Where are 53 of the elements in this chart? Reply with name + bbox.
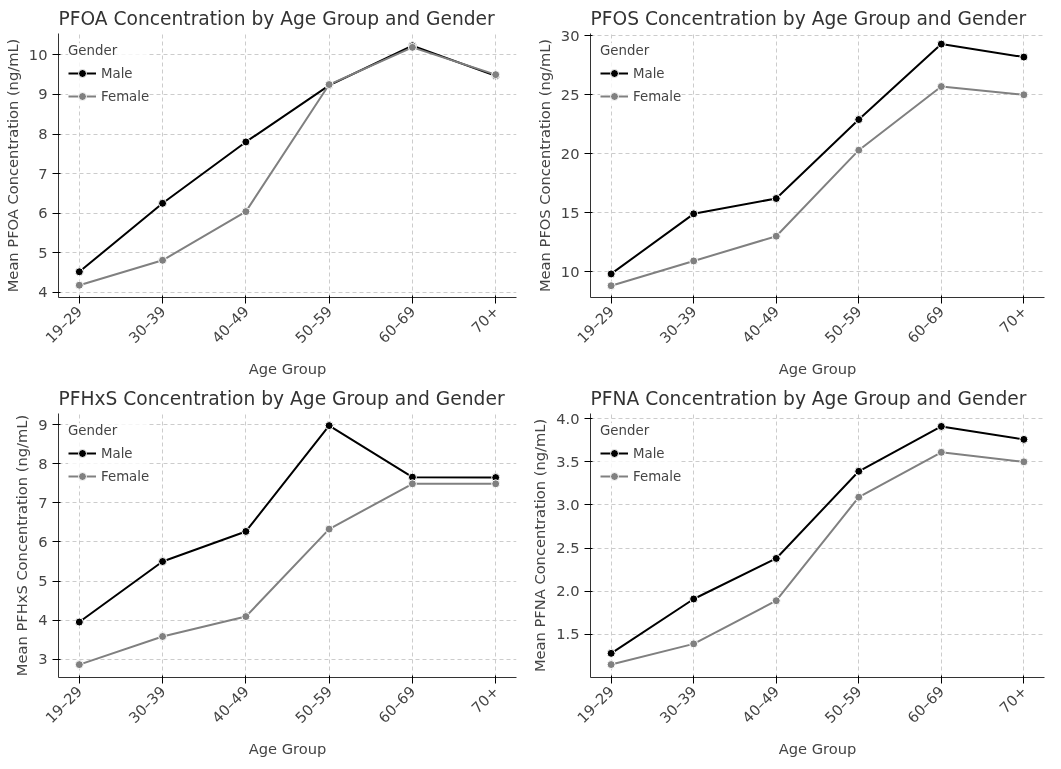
y-tick-label: 6 (38, 532, 48, 550)
y-axis-title: Mean PFHxS Concentration (ng/mL) (13, 414, 31, 677)
legend-label: Female (633, 468, 682, 484)
y-tick-label: 9 (38, 85, 48, 103)
x-axis-title: Age Group (778, 740, 857, 758)
legend-title: Gender (68, 43, 119, 58)
legend-label: Female (101, 88, 150, 104)
y-axis-title: Mean PFOS Concentration (ng/mL) (535, 38, 553, 293)
y-tick-label: 1.5 (556, 625, 580, 643)
chart-title: PFHxS Concentration by Age Group and Gender (58, 387, 505, 409)
y-tick-label: 8 (38, 125, 48, 143)
x-tick-label: 70+ (467, 302, 502, 337)
y-tick-label: 3.0 (556, 495, 580, 513)
legend-label: Female (101, 468, 150, 484)
y-tick-label: 10 (28, 45, 48, 63)
x-tick-label: 70+ (467, 682, 502, 717)
legend-title: Gender (600, 423, 651, 438)
legend-label: Male (633, 65, 665, 81)
y-tick-label: 5 (38, 243, 48, 261)
y-tick-label: 25 (560, 85, 580, 103)
y-tick-label: 7 (38, 493, 48, 511)
y-tick-label: 3 (38, 650, 48, 668)
x-axis-title: Age Group (248, 740, 327, 758)
y-tick-label: 2.0 (556, 582, 580, 600)
x-axis-title: Age Group (248, 360, 327, 378)
y-tick-label: 3.5 (556, 452, 580, 470)
y-tick-label: 5 (38, 572, 48, 590)
y-tick-label: 10 (560, 262, 580, 280)
y-tick-label: 4 (38, 283, 48, 301)
legend-label: Male (101, 65, 133, 81)
x-tick-label: 70+ (995, 302, 1030, 337)
legend-title: Gender (68, 423, 119, 438)
y-tick-label: 4.0 (556, 409, 580, 427)
y-tick-label: 6 (38, 204, 48, 222)
legend-title: Gender (600, 43, 651, 58)
y-axis-title: Mean PFOA Concentration (ng/mL) (3, 38, 21, 293)
chart-title: PFOA Concentration by Age Group and Gender (58, 7, 496, 29)
legend-label: Male (101, 445, 133, 461)
y-tick-label: 4 (38, 611, 48, 629)
y-tick-label: 9 (38, 415, 48, 433)
y-axis-title: Mean PFNA Concentration (ng/mL) (531, 418, 549, 673)
legend-label: Male (633, 445, 665, 461)
legend-label: Female (633, 88, 682, 104)
y-tick-label: 8 (38, 454, 48, 472)
y-tick-label: 7 (38, 164, 48, 182)
y-tick-label: 2.5 (556, 539, 580, 557)
y-tick-label: 15 (560, 203, 580, 221)
chart-title: PFNA Concentration by Age Group and Gender (590, 387, 1027, 409)
x-tick-label: 70+ (995, 682, 1030, 717)
y-tick-label: 30 (560, 26, 580, 44)
chart-title: PFOS Concentration by Age Group and Gender (590, 7, 1027, 29)
x-axis-title: Age Group (778, 360, 857, 378)
y-tick-label: 20 (560, 144, 580, 162)
